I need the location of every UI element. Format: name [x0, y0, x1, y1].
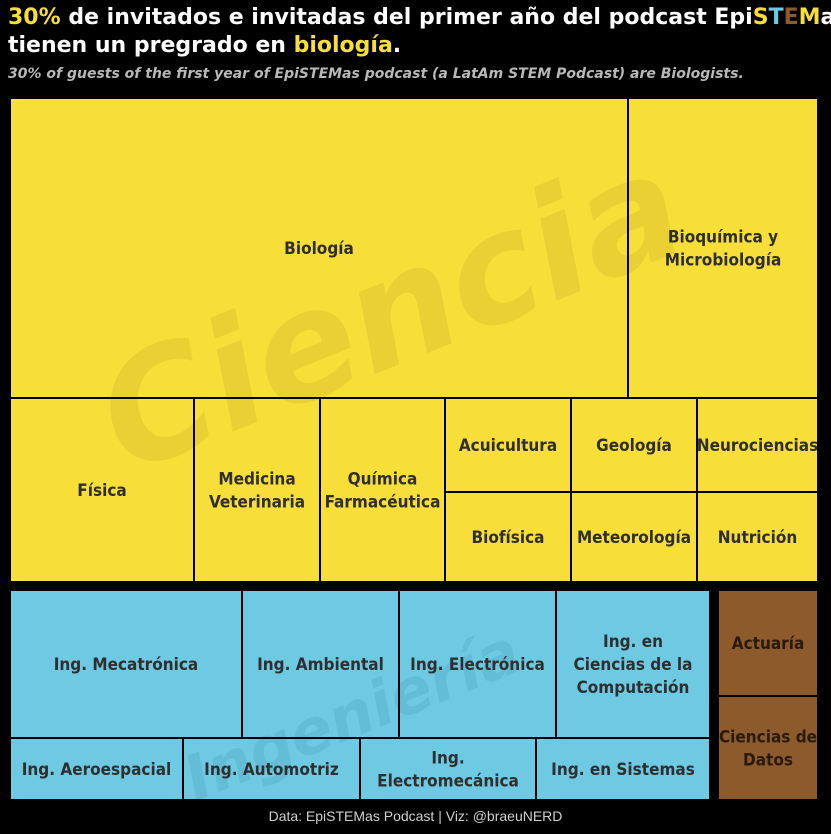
tile-label-quimica-farmaceutica: Química Farmacéutica — [325, 470, 441, 513]
tile-label-meteorologia: Meteorología — [577, 528, 691, 548]
title-brand-as: as — [820, 5, 831, 30]
tile-label-neurociencias: Neurociencias — [697, 436, 818, 456]
tile-label-biofisica: Biofísica — [471, 528, 544, 548]
tile-label-ing-electronica: Ing. Electrónica — [410, 655, 545, 675]
title-line2-text: tienen un pregrado en — [8, 33, 294, 58]
title-line-2: tienen un pregrado en biología. — [8, 32, 823, 60]
tile-label-bioquimica-y-microbiologia: Bioquímica y Microbiología — [665, 228, 782, 271]
title-line-1: 30% de invitados e invitadas del primer … — [8, 4, 831, 32]
tile-label-medicina-veterinaria: Medicina Veterinaria — [209, 470, 305, 513]
tile-label-ing-electromecanica: Ing. Electromecánica — [377, 749, 519, 792]
title-brand-s: S — [752, 5, 769, 30]
tile-label-ing-en-ciencias-de-la-computacion: Ing. en Ciencias de la Computación — [574, 632, 693, 698]
tile-label-ing-ambiental: Ing. Ambiental — [257, 655, 384, 675]
tile-label-ing-mecatronica: Ing. Mecatrónica — [54, 655, 199, 675]
tile-ing-en-sistemas — [535, 737, 711, 801]
tile-label-ing-aeroespacial: Ing. Aeroespacial — [22, 760, 172, 780]
chart-subtitle: 30% of guests of the first year of EpiST… — [8, 66, 744, 82]
title-brand-m: M — [798, 5, 821, 30]
tile-label-nutricion: Nutrición — [718, 528, 798, 548]
chart-title: 30% de invitados e invitadas del primer … — [8, 4, 831, 60]
tile-label-fisica: Física — [77, 481, 126, 501]
tile-label-geologia: Geología — [596, 436, 672, 456]
group-0-background — [10, 98, 818, 582]
tile-ciencias-de-datos — [717, 695, 819, 801]
tile-nutricion — [696, 491, 819, 583]
title-brand-epi: Epi — [714, 5, 753, 30]
tile-label-ciencias-de-datos: Ciencias de Datos — [719, 728, 817, 771]
tile-label-actuaria: Actuaría — [732, 634, 805, 654]
title-brand-e: E — [783, 5, 799, 30]
tile-label-ing-automotriz: Ing. Automotriz — [204, 760, 339, 780]
chart-caption: Data: EpiSTEMas Podcast | Viz: @braeuNER… — [268, 808, 563, 824]
tile-label-ing-en-sistemas: Ing. en Sistemas — [551, 760, 695, 780]
title-percent: 30% — [8, 5, 61, 30]
title-brand-t: T — [768, 5, 784, 30]
title-line2-end: . — [392, 33, 402, 58]
tile-label-biologia: Biología — [284, 239, 354, 259]
tile-label-acuicultura: Acuicultura — [459, 436, 557, 456]
title-highlight: biología — [293, 33, 393, 58]
title-line1-text: de invitados e invitadas del primer año … — [60, 5, 715, 30]
